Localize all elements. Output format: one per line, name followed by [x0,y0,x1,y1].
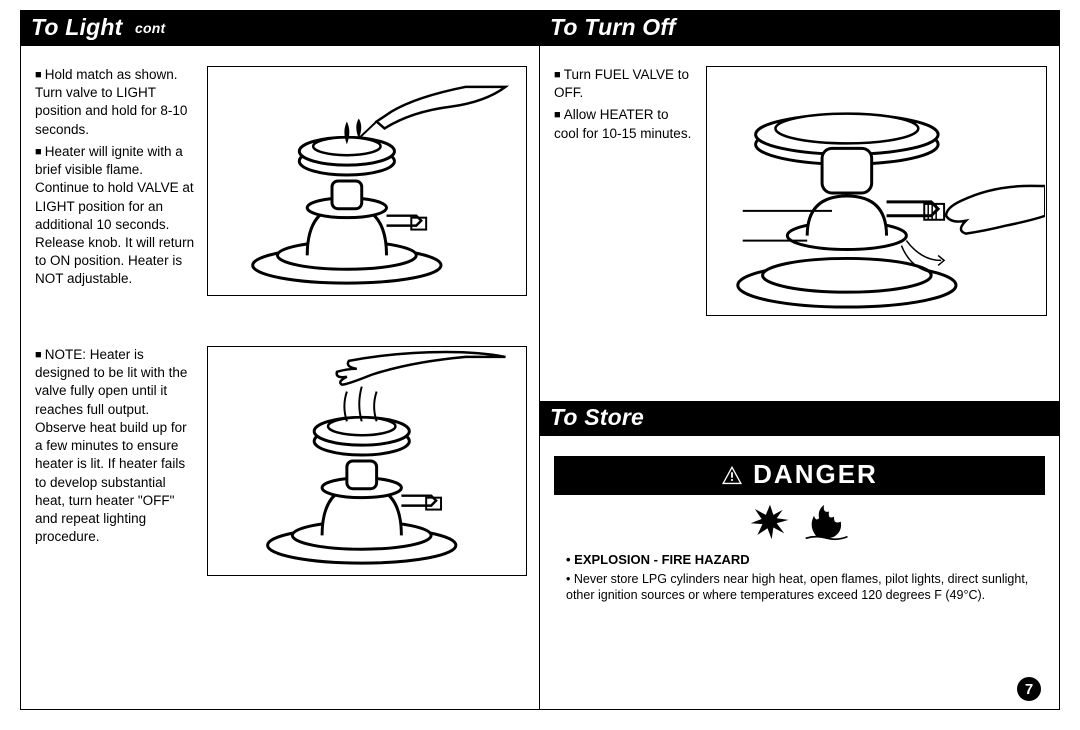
heater-hand-icon [218,347,515,575]
left-block-1: Hold match as shown. Turn valve to LIGHT… [21,46,539,296]
header-turn-off-text: To Turn Off [550,14,676,40]
heater-valve-icon [708,67,1045,315]
right-column: To Turn Off Turn FUEL VALVE to OFF. Allo… [540,11,1059,709]
left-block-2: NOTE: Heater is designed to be lit with … [21,296,539,576]
page-number: 7 [1017,677,1041,701]
turnoff-block: Turn FUEL VALVE to OFF. Allow HEATER to … [540,46,1059,316]
page-border: To Light cont Hold match as shown. Turn … [20,10,1060,710]
header-to-store-text: To Store [550,404,644,430]
header-to-light: To Light cont [21,11,539,46]
left-block-1-text: Hold match as shown. Turn valve to LIGHT… [35,66,195,296]
turnoff-p2: Allow HEATER to cool for 10-15 minutes. [554,106,694,142]
danger-label: DANGER [753,459,878,490]
left-b2-p1: NOTE: Heater is designed to be lit with … [35,346,195,546]
turnoff-p1: Turn FUEL VALVE to OFF. [554,66,694,102]
left-b1-p2: Heater will ignite with a brief visible … [35,143,195,289]
left-block-2-text: NOTE: Heater is designed to be lit with … [35,346,195,576]
hazard-text: • EXPLOSION - FIRE HAZARD Never store LP… [540,552,1059,603]
left-b1-p1: Hold match as shown. Turn valve to LIGHT… [35,66,195,139]
hazard-icons [540,503,1059,546]
header-to-store: To Store [540,401,1059,436]
heater-match-icon [218,67,515,295]
illustration-turn-off [706,66,1047,316]
fire-icon [804,503,850,541]
header-turn-off: To Turn Off [540,11,1059,46]
page-number-value: 7 [1025,681,1033,698]
illustration-light-match [207,66,527,296]
header-to-light-main: To Light [31,14,122,40]
left-column: To Light cont Hold match as shown. Turn … [21,11,540,709]
header-to-light-cont: cont [135,20,165,36]
explosion-icon [749,503,791,541]
hazard-title: • EXPLOSION - FIRE HAZARD [566,552,1033,569]
turnoff-text: Turn FUEL VALVE to OFF. Allow HEATER to … [554,66,694,316]
illustration-heat-check [207,346,527,576]
danger-bar: DANGER [554,456,1045,495]
warning-triangle-icon [721,465,743,485]
spacer [540,316,1059,401]
hazard-body: Never store LPG cylinders near high heat… [566,571,1033,604]
